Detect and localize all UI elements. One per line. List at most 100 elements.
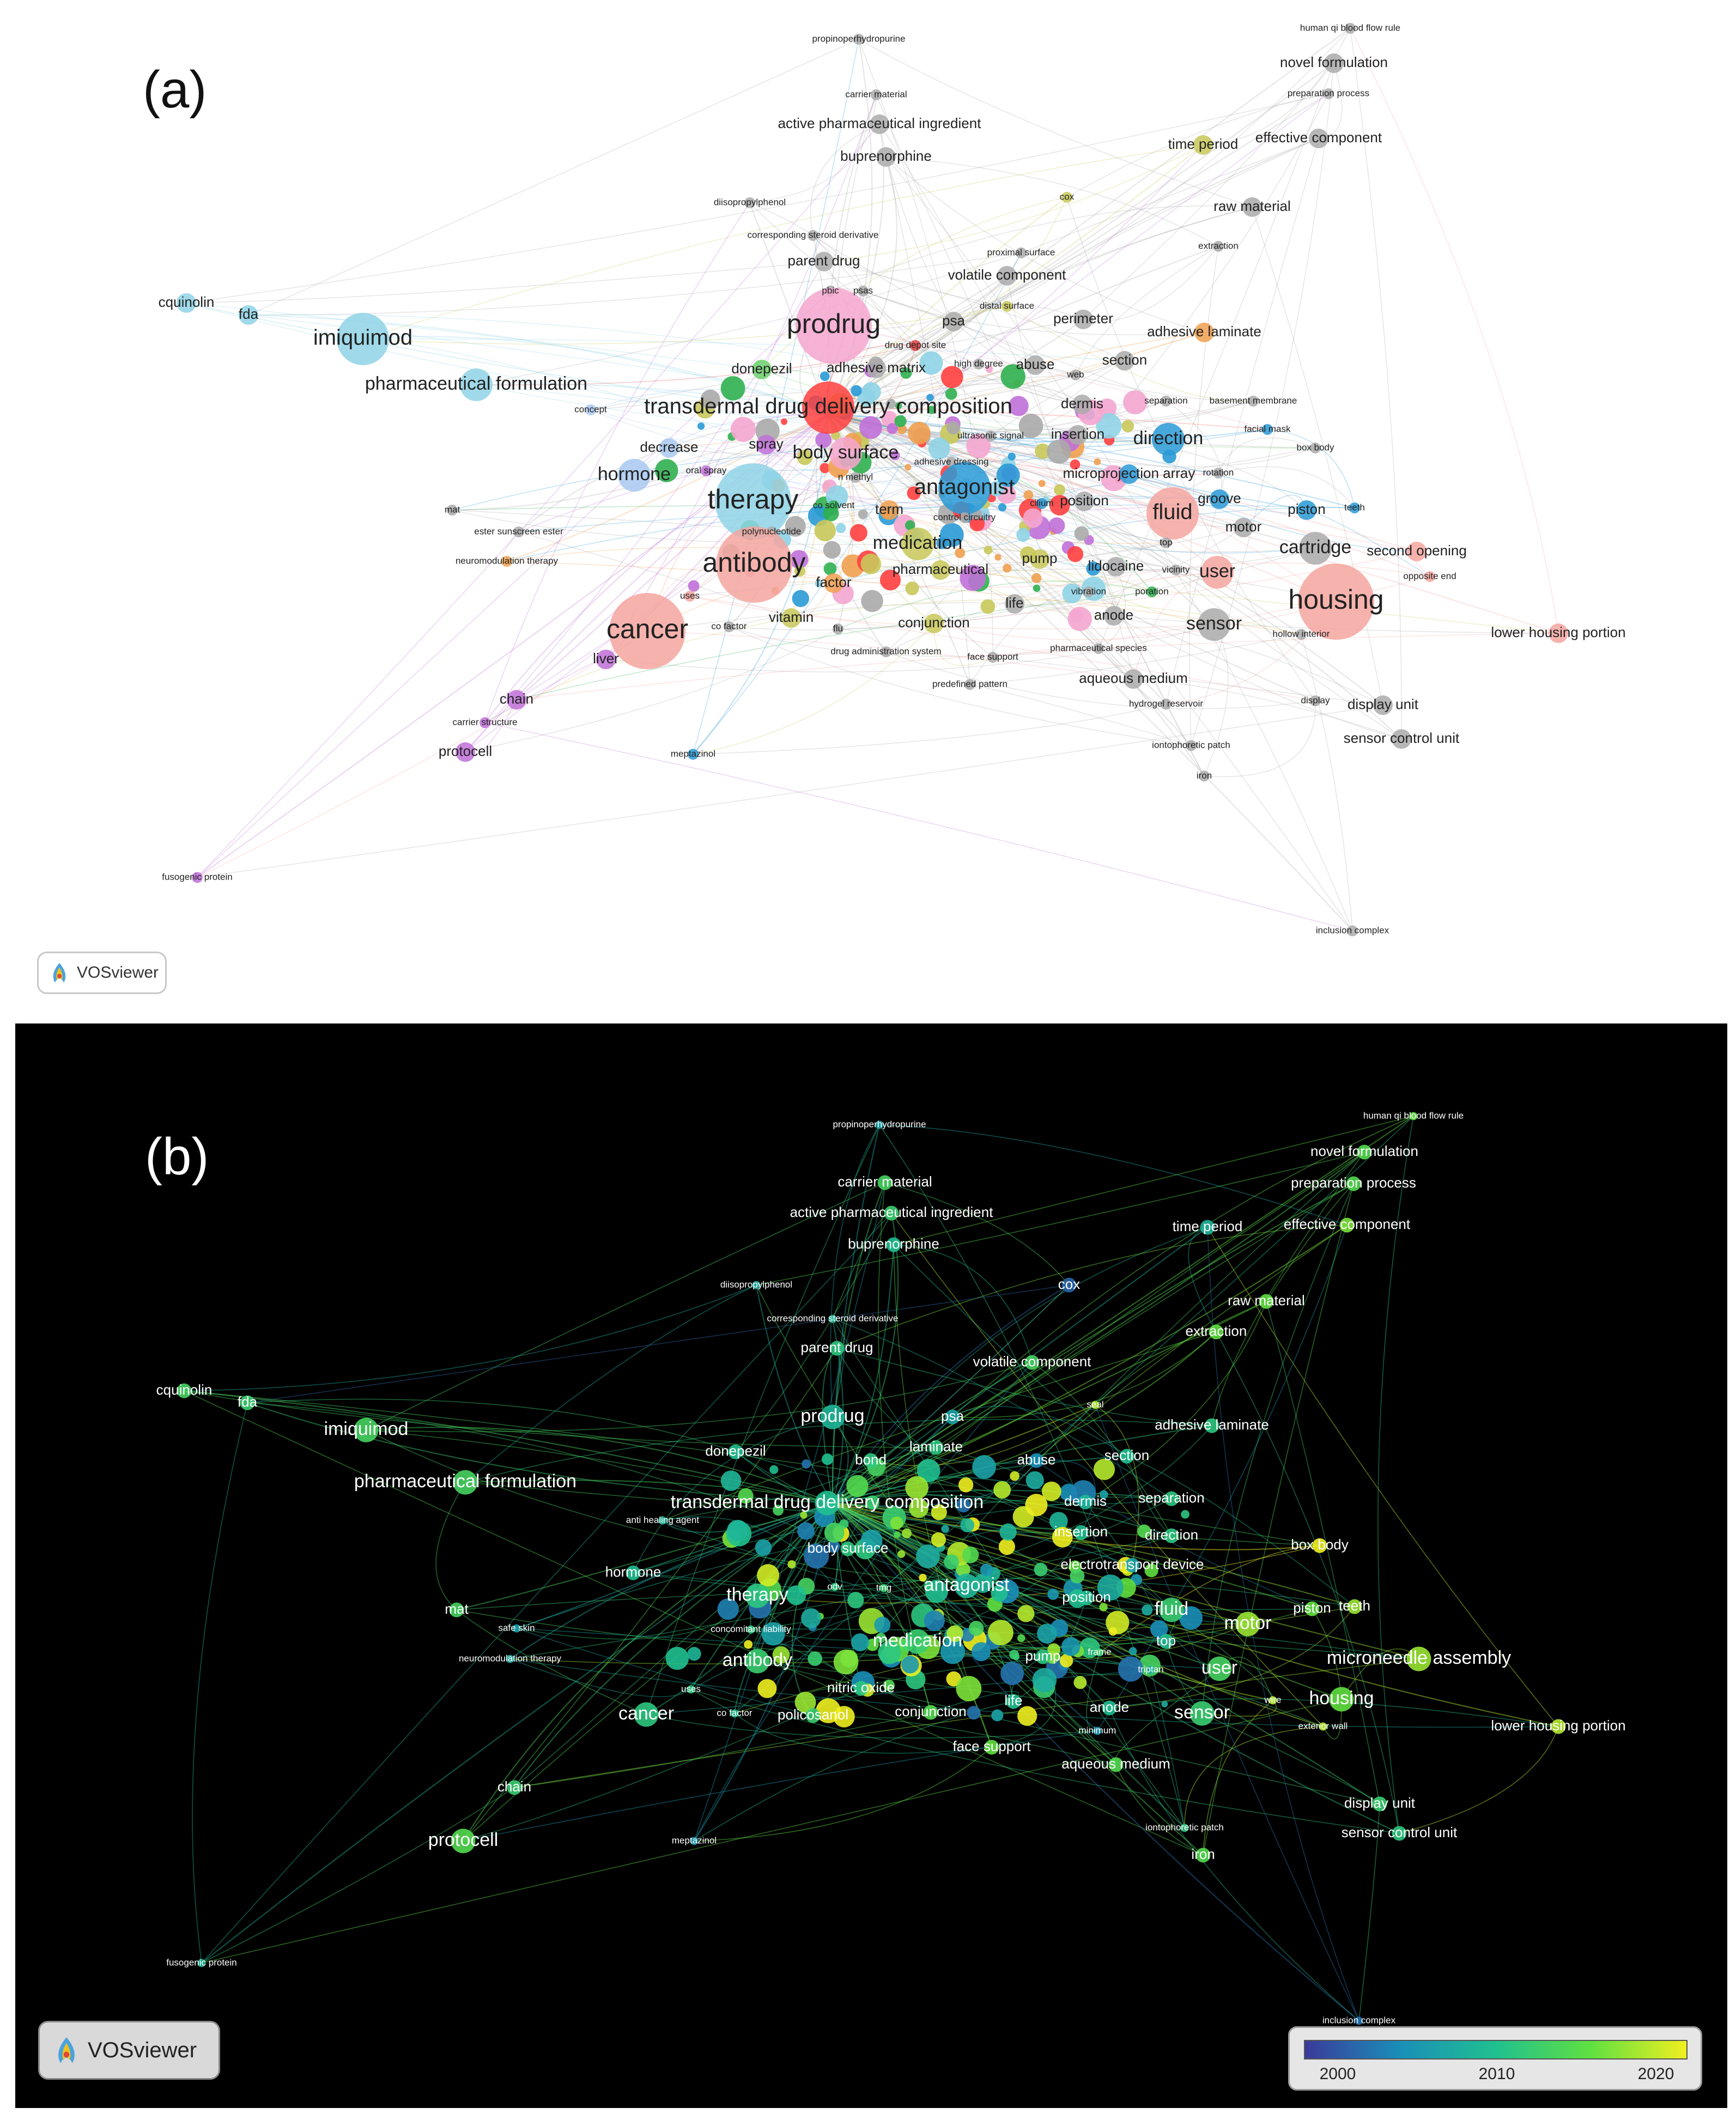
node-fluid[interactable] bbox=[1146, 487, 1199, 540]
node-term[interactable] bbox=[879, 500, 899, 520]
node-pharmaceutical-formulation[interactable] bbox=[453, 1470, 478, 1495]
node-meptazinol[interactable] bbox=[688, 749, 699, 760]
node-psa[interactable] bbox=[945, 1409, 960, 1425]
node-donepezil[interactable] bbox=[752, 360, 772, 379]
node-novel-formulation[interactable] bbox=[1357, 1144, 1372, 1160]
node-therapy[interactable] bbox=[745, 1583, 770, 1608]
node-body-surface[interactable] bbox=[840, 1541, 855, 1556]
node-novel-formulation[interactable] bbox=[1324, 53, 1344, 73]
node-microneedle-assembly[interactable] bbox=[1406, 1646, 1431, 1671]
node-vibration[interactable] bbox=[1083, 586, 1094, 597]
node-sensor-control-unit[interactable] bbox=[1392, 729, 1411, 749]
node-microprojection-array[interactable] bbox=[1119, 464, 1139, 484]
node-perimeter[interactable] bbox=[1073, 310, 1093, 329]
node-minimum[interactable] bbox=[1093, 1727, 1102, 1735]
node-section[interactable] bbox=[1119, 1449, 1134, 1464]
node-neuromodulation-therapy[interactable] bbox=[506, 1655, 514, 1663]
node-top[interactable] bbox=[1161, 537, 1172, 548]
node-life[interactable] bbox=[1006, 1694, 1021, 1709]
node-fusogenic-protein[interactable] bbox=[197, 1959, 206, 1967]
node-preparation-process[interactable] bbox=[1346, 1176, 1361, 1191]
node-pharmaceutical-formulation[interactable] bbox=[460, 368, 493, 401]
node-hormone[interactable] bbox=[626, 1565, 641, 1580]
node-insertion[interactable] bbox=[1073, 1525, 1089, 1540]
node-adhesive-matrix[interactable] bbox=[866, 359, 886, 378]
node-body-surface[interactable] bbox=[829, 437, 862, 470]
node-exterior-wall[interactable] bbox=[1319, 1722, 1327, 1731]
node-time-period[interactable] bbox=[1200, 1220, 1215, 1235]
node-vitamin[interactable] bbox=[781, 608, 801, 628]
node-box-body[interactable] bbox=[1310, 443, 1321, 453]
node-cox[interactable] bbox=[1061, 1277, 1077, 1293]
node-predefined-pattern[interactable] bbox=[964, 679, 975, 690]
node-cilium[interactable] bbox=[1036, 498, 1047, 509]
node-conjunction[interactable] bbox=[923, 1705, 938, 1720]
node-anode[interactable] bbox=[1104, 606, 1124, 626]
node-chain[interactable] bbox=[507, 1780, 522, 1795]
node-mat[interactable] bbox=[449, 1602, 464, 1618]
node-neuromodulation-therapy[interactable] bbox=[501, 556, 512, 567]
node-abuse[interactable] bbox=[1029, 1453, 1044, 1468]
node-parent-drug[interactable] bbox=[829, 1341, 845, 1356]
node-effective-component[interactable] bbox=[1339, 1218, 1355, 1233]
node-active-pharmaceutical-ingredient[interactable] bbox=[884, 1206, 899, 1221]
node-box-body[interactable] bbox=[1312, 1538, 1327, 1553]
node-seal[interactable] bbox=[1091, 1401, 1100, 1409]
node-meptazinol[interactable] bbox=[690, 1837, 699, 1845]
node-laminate[interactable] bbox=[928, 1440, 944, 1455]
node-teeth[interactable] bbox=[1347, 1599, 1362, 1614]
node-liver[interactable] bbox=[596, 650, 616, 669]
node-psas[interactable] bbox=[858, 286, 869, 296]
node-prodrug[interactable] bbox=[796, 288, 872, 364]
node-uses[interactable] bbox=[687, 1685, 695, 1694]
node-pump[interactable] bbox=[1035, 1649, 1051, 1664]
node-prodrug[interactable] bbox=[820, 1404, 845, 1430]
node-antibody[interactable] bbox=[745, 1649, 770, 1674]
vosviewer-badge[interactable]: VOSviewer bbox=[37, 952, 167, 994]
node-mat[interactable] bbox=[447, 505, 458, 516]
node-high-degree[interactable] bbox=[973, 359, 984, 370]
node-flu[interactable] bbox=[833, 623, 843, 634]
node-corresponding-steroid-derivative[interactable] bbox=[828, 1315, 837, 1323]
node-cancer[interactable] bbox=[609, 593, 685, 669]
node-fluid[interactable] bbox=[1159, 1597, 1184, 1622]
node-anode[interactable] bbox=[1102, 1700, 1117, 1716]
node-abuse[interactable] bbox=[1025, 355, 1045, 375]
vosviewer-badge[interactable]: VOSviewer bbox=[38, 2021, 220, 2080]
node-parent-drug[interactable] bbox=[814, 252, 834, 271]
node-aqueous-medium[interactable] bbox=[1108, 1757, 1124, 1772]
node-second-opening[interactable] bbox=[1407, 542, 1427, 561]
node-concept[interactable] bbox=[585, 404, 596, 415]
node-nitric-oxide[interactable] bbox=[853, 1681, 869, 1696]
node-opposite-end[interactable] bbox=[1424, 571, 1435, 582]
node-volatile-component[interactable] bbox=[1024, 1355, 1040, 1370]
node-transdermal-drug-delivery-composition[interactable] bbox=[815, 1491, 840, 1516]
node-section[interactable] bbox=[1115, 351, 1134, 371]
node-housing[interactable] bbox=[1329, 1687, 1354, 1712]
node-pharmaceutical-species[interactable] bbox=[1093, 643, 1104, 654]
node-transdermal-drug-delivery-composition[interactable] bbox=[802, 381, 854, 434]
node-policosanol[interactable] bbox=[805, 1708, 821, 1723]
node-carrier-material[interactable] bbox=[871, 89, 882, 100]
node-oral-spray[interactable] bbox=[701, 465, 712, 476]
node-antibody[interactable] bbox=[716, 526, 792, 603]
node-rotation[interactable] bbox=[1213, 468, 1224, 478]
node-display[interactable] bbox=[1310, 695, 1321, 706]
node-anti-healing-agent[interactable] bbox=[658, 1516, 667, 1525]
node-frame[interactable] bbox=[1095, 1648, 1104, 1657]
node-piston[interactable] bbox=[1304, 1601, 1320, 1616]
node-cquinolin[interactable] bbox=[177, 293, 196, 313]
node-vicinity[interactable] bbox=[1170, 565, 1181, 576]
node-dermis[interactable] bbox=[1078, 1494, 1093, 1510]
node-co-factor[interactable] bbox=[724, 621, 735, 632]
node-human-qi-blood-flow-rule[interactable] bbox=[1345, 23, 1356, 34]
node-fda[interactable] bbox=[240, 1395, 255, 1410]
node-lower-housing-portion[interactable] bbox=[1551, 1719, 1566, 1734]
node-fusogenic-protein[interactable] bbox=[192, 872, 203, 883]
node-ester-sunscreen-ester[interactable] bbox=[513, 526, 524, 537]
node-distal-surface[interactable] bbox=[1001, 301, 1012, 312]
node-diisopropylphenol[interactable] bbox=[744, 197, 755, 208]
node-buprenorphine[interactable] bbox=[886, 1237, 901, 1252]
node-cox[interactable] bbox=[1061, 192, 1072, 203]
node-active-pharmaceutical-ingredient[interactable] bbox=[870, 114, 889, 134]
